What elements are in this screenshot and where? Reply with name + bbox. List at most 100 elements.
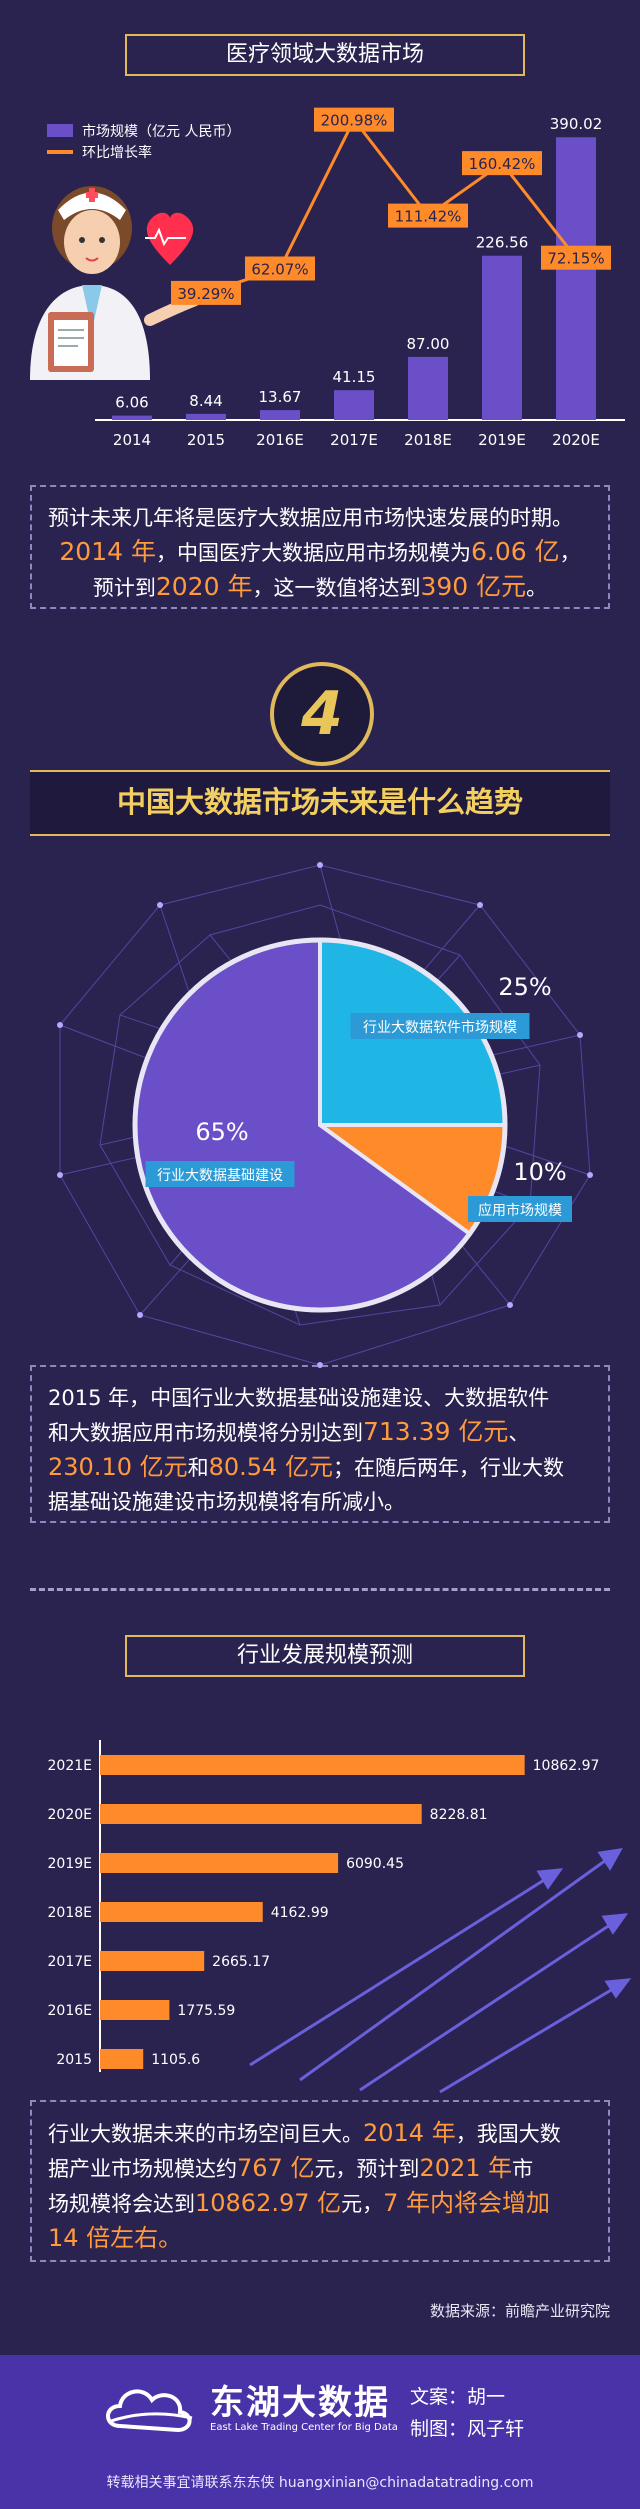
pie-pct-1: 10% xyxy=(513,1158,566,1186)
pie-label-0: 行业大数据软件市场规模 xyxy=(363,1019,517,1036)
growth-label-2020E: 72.15% xyxy=(547,250,604,268)
x-tick-2016E: 2016E xyxy=(256,431,304,449)
heart-icon xyxy=(145,212,194,265)
legend-line-swatch xyxy=(47,150,73,154)
pie-label-box-2 xyxy=(145,1161,295,1187)
s3-line-2: 据产业市场规模达约767 亿元，预计到2021 年市 xyxy=(48,2154,534,2182)
forecast-bar-2018E xyxy=(100,1902,263,1922)
summary-line-2: 2014 年，中国医疗大数据应用市场规模为6.06 亿， xyxy=(59,537,581,566)
forecast-cat-2020E: 2020E xyxy=(48,1807,92,1823)
legend-line-label: 环比增长率 xyxy=(82,144,152,161)
forecast-cat-2015: 2015 xyxy=(56,2052,92,2068)
section-number: 4 xyxy=(301,679,343,749)
forecast-cat-2016E: 2016E xyxy=(48,2003,92,2019)
forecast-bar-2016E xyxy=(100,2000,170,2020)
forecast-bar-2020E xyxy=(100,1804,422,1824)
growth-label-2018E: 111.42% xyxy=(395,208,462,226)
bar-2016E xyxy=(260,410,300,420)
x-tick-2014: 2014 xyxy=(113,431,151,449)
section1-summary: 预计未来几年将是医疗大数据应用市场快速发展的时期。 2014 年，中国医疗大数据… xyxy=(30,485,610,609)
pie-chart: 25% 行业大数据软件市场规模 10% 应用市场规模 65% 行业大数据基础建设 xyxy=(57,862,593,1368)
forecast-cat-2017E: 2017E xyxy=(48,1954,92,1970)
pie-pct-0: 25% xyxy=(498,973,551,1001)
bar-2018E xyxy=(408,356,448,420)
nurse-illustration-icon xyxy=(30,186,201,380)
legend-bar-swatch xyxy=(47,124,73,137)
section-number-badge xyxy=(270,662,374,766)
source-note: 数据来源：前瞻产业研究院 xyxy=(429,2302,610,2320)
bar-label-2020E: 390.02 xyxy=(550,115,603,133)
s3-line-3: 场规模将会达到10862.97 亿元，7 年内将会增加 xyxy=(48,2189,551,2217)
bar-label-2014: 6.06 xyxy=(115,394,148,412)
growth-badge-2020E xyxy=(541,245,611,270)
forecast-chart: 2021E 10862.97 2020E 8228.81 2019E 6090.45 201… xyxy=(48,1740,632,2094)
writer-credit: 文案：胡一 xyxy=(410,2386,506,2408)
footer xyxy=(0,2355,640,2509)
summary-line-3: 预计到2020 年，这一数值将达到390 亿元。 xyxy=(92,572,548,601)
bar-2017E xyxy=(334,390,374,420)
bar-2014 xyxy=(112,415,152,420)
forecast-cat-2019E: 2019E xyxy=(48,1856,92,1872)
summary-line-1: 预计未来几年将是医疗大数据应用市场快速发展的时期。 xyxy=(48,506,573,530)
section1-title: 医疗领域大数据市场 xyxy=(125,34,525,76)
pie-label-box-1 xyxy=(468,1196,572,1222)
x-tick-2015: 2015 xyxy=(187,431,225,449)
section-divider xyxy=(30,1588,610,1591)
pie-outline xyxy=(132,937,508,1313)
s2-line-2: 和大数据应用市场规模将分别达到713.39 亿元、 xyxy=(48,1417,530,1446)
forecast-value-2019E: 6090.45 xyxy=(346,1856,404,1872)
bar-2020E xyxy=(556,137,596,420)
section2-title: 中国大数据市场未来是什么趋势 xyxy=(116,785,523,819)
section2-summary: 2015 年，中国行业大数据基础设施建设、大数据软件 和大数据应用市场规模将分别… xyxy=(30,1365,610,1523)
section3-summary: 行业大数据未来的市场空间巨大。2014 年，我国大数 据产业市场规模达约767 … xyxy=(30,2100,610,2262)
growth-badge-2018E xyxy=(388,203,468,228)
section3-title: 行业发展规模预测 xyxy=(125,1635,525,1677)
bar-label-2016E: 13.67 xyxy=(259,388,302,406)
bar-label-2018E: 87.00 xyxy=(407,335,450,353)
growth-label-2017E: 200.98% xyxy=(321,112,388,130)
growth-label-2019E: 160.42% xyxy=(469,155,536,173)
forecast-value-2021E: 10862.97 xyxy=(533,1758,600,1774)
s3-line-1: 行业大数据未来的市场空间巨大。2014 年，我国大数 xyxy=(48,2119,561,2147)
brand-english: East Lake Trading Center for Big Data xyxy=(210,2422,398,2433)
growth-label-2016E: 62.07% xyxy=(251,260,308,278)
bar-label-2017E: 41.15 xyxy=(333,368,376,386)
growth-badge-2019E xyxy=(462,151,542,176)
pie-label-2: 行业大数据基础建设 xyxy=(157,1167,283,1184)
forecast-bar-2017E xyxy=(100,1951,205,1971)
growth-badge-2015 xyxy=(171,280,241,305)
forecast-cat-2021E: 2021E xyxy=(48,1758,92,1774)
bar-label-2019E: 226.56 xyxy=(476,234,529,252)
forecast-value-2020E: 8228.81 xyxy=(430,1807,488,1823)
bar-label-2015: 8.44 xyxy=(189,392,222,410)
s3-line-4: 14 倍左右。 xyxy=(48,2224,183,2252)
cloud-logo-icon xyxy=(106,2389,193,2433)
bar-2015 xyxy=(186,413,226,420)
forecast-value-2015: 1105.6 xyxy=(151,2052,200,2068)
contact-line: 转载相关事宜请联系东东侠 huangxinian@chinadatatradin… xyxy=(106,2475,534,2491)
x-tick-2020E: 2020E xyxy=(552,431,600,449)
growth-badge-2017E xyxy=(314,107,394,132)
growth-label-2015: 39.29% xyxy=(177,285,234,303)
medical-chart: 市场规模（亿元 人民币） 环比增长率 6.06 8.44 13.67 41.15 87.… xyxy=(30,107,625,449)
forecast-bar-2015 xyxy=(100,2049,144,2069)
s2-line-3: 230.10 亿元和80.54 亿元；在随后两年，行业大数 xyxy=(48,1453,564,1481)
growth-badge-2016E xyxy=(245,256,315,281)
pie-pct-2: 65% xyxy=(195,1118,248,1146)
section2-title-bar xyxy=(30,770,610,836)
bar-2019E xyxy=(482,255,522,420)
arrow-decoration xyxy=(249,1848,632,2094)
forecast-value-2017E: 2665.17 xyxy=(212,1954,270,1970)
forecast-bar-2021E xyxy=(100,1755,525,1775)
forecast-value-2016E: 1775.59 xyxy=(177,2003,235,2019)
forecast-bar-2019E xyxy=(100,1853,339,1873)
x-tick-2019E: 2019E xyxy=(478,431,526,449)
pie-label-1: 应用市场规模 xyxy=(478,1202,562,1219)
legend-bar-label: 市场规模（亿元 人民币） xyxy=(82,123,240,140)
pie-label-box-0 xyxy=(350,1013,530,1039)
s2-line-1: 2015 年，中国行业大数据基础设施建设、大数据软件 xyxy=(48,1386,550,1410)
designer-credit: 制图：风子轩 xyxy=(410,2418,525,2440)
forecast-value-2018E: 4162.99 xyxy=(271,1905,329,1921)
x-tick-2018E: 2018E xyxy=(404,431,452,449)
brand-name: 东湖大数据 xyxy=(210,2383,390,2423)
